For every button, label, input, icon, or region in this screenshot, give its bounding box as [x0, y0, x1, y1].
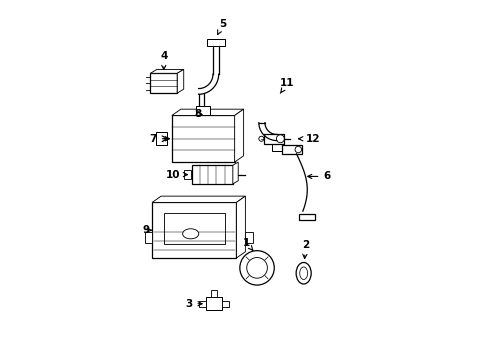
- Circle shape: [239, 251, 274, 285]
- Text: 6: 6: [307, 171, 330, 181]
- Bar: [199, 301, 206, 307]
- Polygon shape: [232, 162, 238, 184]
- Polygon shape: [152, 196, 245, 202]
- Bar: [183, 170, 190, 179]
- Bar: [206, 297, 222, 310]
- Text: 11: 11: [280, 78, 294, 93]
- Text: 5: 5: [217, 19, 226, 35]
- Bar: [152, 202, 236, 258]
- Bar: [163, 213, 224, 244]
- Bar: [222, 301, 228, 307]
- Bar: [272, 143, 283, 150]
- Text: 9: 9: [142, 225, 152, 235]
- Text: 7: 7: [149, 134, 169, 144]
- Polygon shape: [177, 69, 183, 93]
- Text: 2: 2: [301, 239, 308, 258]
- Text: 3: 3: [185, 299, 202, 309]
- Bar: [155, 132, 166, 145]
- Bar: [245, 232, 252, 243]
- Text: 10: 10: [165, 170, 187, 180]
- Circle shape: [246, 257, 267, 278]
- Ellipse shape: [294, 146, 301, 153]
- Polygon shape: [150, 69, 183, 73]
- Bar: [144, 232, 152, 243]
- Ellipse shape: [296, 262, 310, 284]
- Ellipse shape: [258, 136, 264, 141]
- Ellipse shape: [276, 135, 284, 143]
- Polygon shape: [171, 109, 243, 116]
- Ellipse shape: [182, 229, 198, 239]
- Text: 4: 4: [160, 51, 167, 69]
- Polygon shape: [236, 196, 245, 258]
- Ellipse shape: [299, 267, 307, 279]
- Bar: [211, 290, 217, 297]
- Bar: [191, 165, 232, 184]
- Text: 12: 12: [298, 134, 319, 144]
- Text: 8: 8: [194, 109, 202, 119]
- Bar: [299, 214, 315, 220]
- Polygon shape: [234, 109, 243, 162]
- Bar: [206, 39, 224, 45]
- Bar: [195, 108, 207, 114]
- Bar: [196, 107, 210, 116]
- Bar: [171, 116, 234, 162]
- Bar: [150, 73, 177, 93]
- Bar: [282, 145, 301, 154]
- Text: 1: 1: [242, 238, 252, 250]
- Bar: [264, 134, 284, 144]
